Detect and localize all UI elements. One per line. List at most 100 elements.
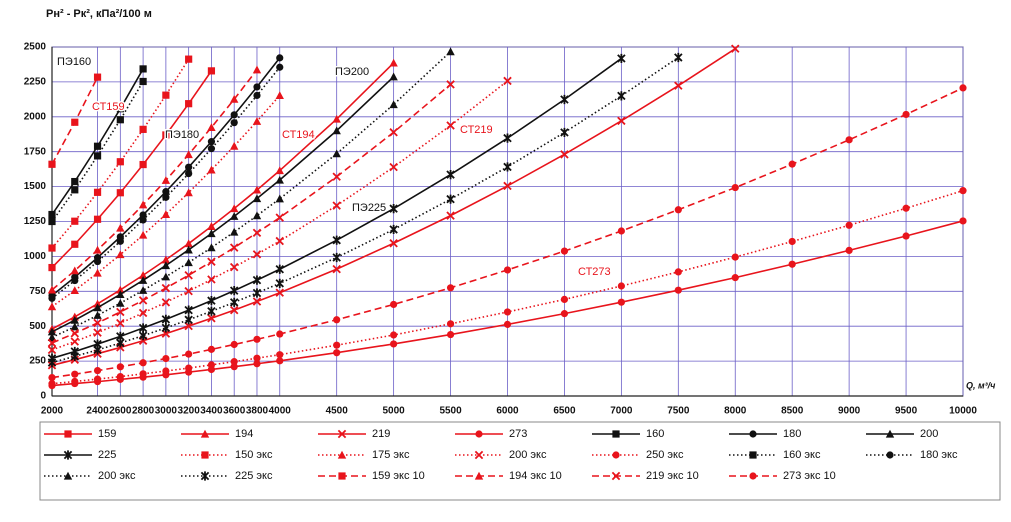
data-point bbox=[230, 212, 239, 220]
legend-label: 194 bbox=[235, 428, 253, 440]
data-point bbox=[116, 237, 124, 245]
x-tick-label: 2600 bbox=[109, 406, 132, 417]
x-tick-label: 3600 bbox=[223, 406, 246, 417]
data-point bbox=[229, 262, 239, 272]
data-point bbox=[446, 169, 455, 180]
data-point bbox=[332, 149, 341, 158]
series-line bbox=[51, 56, 679, 364]
x-tick-label: 4500 bbox=[326, 406, 349, 417]
data-point bbox=[161, 176, 171, 184]
data-point bbox=[229, 305, 239, 315]
data-point bbox=[185, 163, 193, 171]
data-point bbox=[48, 160, 56, 168]
data-point bbox=[93, 142, 102, 150]
data-point bbox=[70, 266, 79, 275]
data-point bbox=[161, 210, 171, 218]
data-point bbox=[617, 282, 625, 290]
legend-marker bbox=[612, 430, 620, 438]
data-point bbox=[503, 308, 512, 316]
legend-marker bbox=[886, 451, 894, 459]
data-point bbox=[252, 297, 262, 306]
data-point bbox=[184, 245, 193, 254]
data-point bbox=[207, 138, 216, 146]
data-point bbox=[332, 235, 341, 245]
data-point bbox=[184, 315, 193, 325]
data-point bbox=[252, 117, 262, 125]
data-point bbox=[332, 126, 341, 135]
data-point bbox=[560, 127, 569, 138]
data-point bbox=[959, 217, 967, 225]
data-point bbox=[139, 160, 147, 169]
data-point bbox=[116, 105, 124, 113]
data-point bbox=[276, 357, 284, 365]
data-point bbox=[252, 194, 262, 203]
data-point bbox=[230, 227, 239, 236]
data-point bbox=[138, 331, 148, 341]
data-point bbox=[185, 364, 193, 372]
x-tick-label: 10000 bbox=[949, 406, 977, 417]
data-point bbox=[446, 330, 455, 339]
data-point bbox=[731, 274, 739, 282]
data-point bbox=[116, 363, 124, 371]
y-tick-label: 2000 bbox=[24, 111, 47, 122]
data-point bbox=[674, 268, 682, 276]
data-point bbox=[229, 286, 239, 296]
data-point bbox=[617, 91, 626, 101]
series-line bbox=[51, 83, 452, 344]
data-point bbox=[275, 194, 284, 203]
data-point bbox=[389, 72, 398, 81]
data-point bbox=[332, 114, 341, 123]
data-point bbox=[93, 366, 102, 375]
data-point bbox=[252, 185, 262, 194]
data-point bbox=[617, 227, 625, 235]
x-tick-label: 3200 bbox=[178, 406, 201, 417]
x-tick-label: 7500 bbox=[667, 406, 690, 417]
data-point bbox=[184, 239, 193, 248]
data-point bbox=[503, 133, 512, 143]
data-point bbox=[161, 272, 171, 281]
data-point bbox=[332, 252, 341, 263]
data-point bbox=[116, 116, 124, 124]
data-point bbox=[617, 298, 625, 306]
x-tick-label: 2000 bbox=[41, 406, 64, 417]
data-point bbox=[93, 375, 102, 383]
data-point bbox=[333, 341, 341, 349]
data-point bbox=[48, 217, 56, 226]
data-point bbox=[161, 298, 171, 307]
data-point bbox=[93, 345, 102, 355]
data-point bbox=[503, 266, 512, 274]
y-tick-label: 750 bbox=[29, 286, 46, 297]
data-point bbox=[93, 245, 102, 254]
data-point bbox=[47, 285, 57, 294]
data-point bbox=[230, 204, 239, 213]
data-point bbox=[139, 211, 147, 219]
data-point bbox=[116, 298, 125, 307]
legend-label: 219 bbox=[372, 428, 390, 440]
data-point bbox=[390, 331, 398, 339]
data-point bbox=[446, 284, 455, 292]
data-point bbox=[162, 354, 170, 363]
y-axis-label: Pн² - Pк², кПа²/100 м bbox=[46, 8, 152, 20]
data-point bbox=[93, 328, 102, 337]
data-point bbox=[446, 47, 455, 56]
data-point bbox=[162, 193, 170, 201]
series-line bbox=[51, 80, 508, 351]
data-point bbox=[184, 271, 193, 280]
data-point bbox=[184, 305, 193, 315]
data-point bbox=[253, 360, 261, 368]
legend-marker bbox=[338, 472, 346, 480]
data-point bbox=[252, 275, 262, 285]
data-point bbox=[47, 327, 57, 336]
data-point bbox=[446, 320, 455, 328]
data-point bbox=[48, 210, 56, 219]
data-point bbox=[503, 320, 512, 328]
legend-label: 250 экс bbox=[646, 449, 684, 461]
annotation: ПЭ180 bbox=[165, 129, 199, 141]
x-tick-label: 5000 bbox=[383, 406, 406, 417]
data-point bbox=[184, 150, 193, 159]
data-point bbox=[230, 358, 238, 366]
data-point bbox=[48, 294, 56, 302]
data-point bbox=[93, 73, 102, 81]
data-point bbox=[674, 286, 682, 294]
annotation: ПЭ200 bbox=[335, 66, 369, 78]
